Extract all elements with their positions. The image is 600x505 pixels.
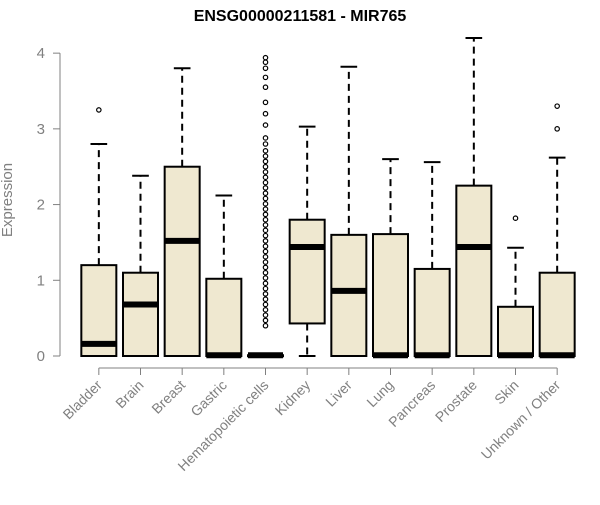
outlier-point <box>262 74 269 81</box>
box <box>372 233 409 358</box>
box <box>538 271 576 358</box>
outlier-point <box>262 222 269 228</box>
outlier-point <box>262 84 269 91</box>
box-group <box>247 54 284 359</box>
box <box>122 271 159 358</box>
x-tick-label: Liver <box>322 377 355 410</box>
box <box>80 264 118 357</box>
y-axis-label: Expression <box>0 163 16 237</box>
y-tick-label: 3 <box>37 121 45 138</box>
outlier-point <box>262 185 269 191</box>
box-group <box>497 215 534 359</box>
outlier-point <box>262 259 269 265</box>
box-group <box>330 65 368 358</box>
x-tick-label: Unknown / Other <box>478 377 564 463</box>
box-group <box>288 125 326 357</box>
outlier-point <box>262 54 269 61</box>
box <box>413 267 451 357</box>
x-tick-label: Bladder <box>60 377 106 423</box>
outlier-point <box>262 59 269 66</box>
outlier-point <box>262 238 269 244</box>
outlier-point <box>262 243 269 250</box>
box <box>330 233 368 358</box>
x-tick-label: Kidney <box>272 377 314 419</box>
outlier-point <box>262 195 269 202</box>
outlier-point <box>262 158 269 165</box>
outlier-point <box>262 211 269 218</box>
y-tick-label: 4 <box>37 45 45 62</box>
plot-boxes <box>80 37 576 359</box>
x-tick-label: Lung <box>363 377 396 410</box>
outlier-point <box>262 148 269 154</box>
outlier-point <box>262 312 269 318</box>
x-tick-label: Skin <box>491 377 522 408</box>
box-group <box>455 37 493 357</box>
box-group <box>163 67 201 357</box>
box-group <box>80 107 118 357</box>
outlier-point <box>262 317 269 324</box>
box <box>455 184 493 357</box>
outlier-point <box>262 322 269 329</box>
outlier-point <box>262 135 269 141</box>
box-group <box>122 174 159 358</box>
outlier-point <box>262 65 269 72</box>
outlier-point <box>262 248 269 255</box>
outlier-point <box>262 269 269 276</box>
outlier-point <box>554 103 560 109</box>
outlier-point <box>262 227 269 234</box>
y-tick-label: 0 <box>37 348 45 365</box>
outlier-point <box>262 280 269 287</box>
outlier-point <box>262 254 269 260</box>
box-group <box>413 161 451 359</box>
outlier-point <box>262 99 269 106</box>
outlier-point <box>262 301 269 308</box>
outlier-point <box>262 307 269 313</box>
outlier-point <box>262 179 269 186</box>
outlier-point <box>262 275 269 281</box>
box <box>205 277 243 357</box>
outlier-point <box>512 215 519 222</box>
outlier-point <box>262 285 269 292</box>
outlier-point <box>262 296 269 303</box>
box-group <box>372 158 409 359</box>
outlier-point <box>262 216 269 223</box>
x-tick-label: Breast <box>148 377 188 417</box>
outlier-point <box>262 291 269 297</box>
outlier-point <box>262 232 269 239</box>
y-tick-label: 1 <box>37 272 45 289</box>
outlier-point <box>262 153 269 159</box>
outlier-point <box>262 110 269 117</box>
outlier-point <box>262 206 269 212</box>
outlier-point <box>96 107 102 113</box>
box <box>497 305 534 357</box>
outlier-point <box>262 190 269 197</box>
chart-title: ENSG00000211581 - MIR765 <box>193 8 407 25</box>
outlier-point <box>554 126 560 132</box>
outlier-point <box>262 174 269 181</box>
outlier-point <box>262 163 269 170</box>
outlier-point <box>262 169 269 175</box>
box <box>288 218 326 325</box>
outlier-point <box>262 264 269 271</box>
x-tick-label: Brain <box>112 377 146 411</box>
x-tick-label: Prostate <box>432 377 480 425</box>
outlier-point <box>262 122 269 128</box>
y-axis: 0 1 2 3 4 <box>37 45 61 365</box>
y-tick-label: 2 <box>37 197 45 214</box>
box <box>163 165 201 357</box>
outlier-point <box>262 201 269 207</box>
box-group <box>205 194 243 359</box>
box-group <box>538 103 576 359</box>
outlier-point <box>262 141 269 147</box>
